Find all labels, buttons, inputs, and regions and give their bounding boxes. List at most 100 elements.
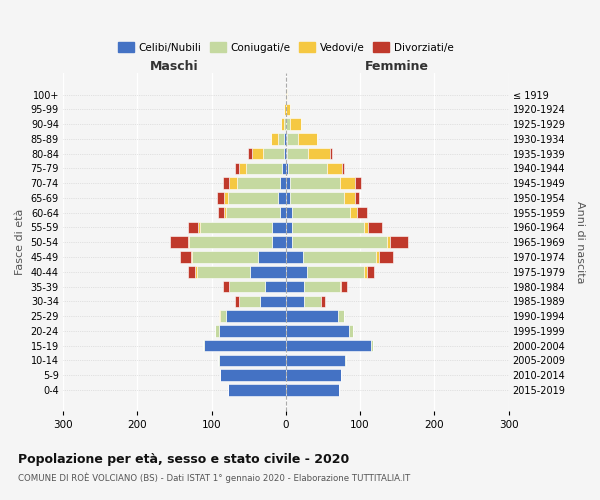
Bar [286,296,304,307]
Bar [229,178,237,189]
Bar [345,354,346,366]
Bar [228,192,278,203]
Bar [237,178,280,189]
Bar [304,296,322,307]
Bar [349,325,353,336]
Bar [368,222,382,233]
Bar [286,192,290,203]
Bar [224,207,226,218]
Bar [286,148,287,160]
Bar [219,310,220,322]
Bar [292,207,350,218]
Bar [286,370,341,381]
Bar [229,281,265,292]
Bar [355,192,359,203]
Bar [286,133,287,144]
Bar [226,207,280,218]
Bar [286,251,303,263]
Bar [226,310,286,322]
Bar [286,266,307,278]
Bar [286,162,288,174]
Bar [282,162,286,174]
Bar [239,296,260,307]
Bar [287,133,298,144]
Bar [223,178,229,189]
Bar [298,133,317,144]
Bar [286,222,292,233]
Bar [220,310,226,322]
Bar [338,310,344,322]
Bar [272,236,286,248]
Bar [188,266,195,278]
Bar [286,340,371,351]
Bar [340,281,341,292]
Bar [308,148,331,160]
Bar [286,104,290,115]
Bar [281,118,284,130]
Bar [272,222,286,233]
Y-axis label: Anni di nascita: Anni di nascita [575,201,585,283]
Bar [278,133,284,144]
Bar [371,340,373,351]
Bar [250,266,286,278]
Bar [292,222,364,233]
Bar [367,266,374,278]
Bar [228,384,286,396]
Bar [286,236,292,248]
Bar [290,192,344,203]
Bar [192,251,257,263]
Bar [331,148,332,160]
Bar [265,281,286,292]
Bar [200,222,272,233]
Bar [189,236,272,248]
Bar [344,192,355,203]
Bar [219,325,286,336]
Bar [197,266,250,278]
Bar [286,207,292,218]
Bar [170,236,188,248]
Bar [257,251,286,263]
Bar [286,89,287,101]
Bar [278,192,286,203]
Bar [391,236,407,248]
Bar [251,148,263,160]
Bar [328,162,342,174]
Bar [340,178,355,189]
Bar [387,236,391,248]
Bar [286,118,290,130]
Bar [215,325,219,336]
Y-axis label: Fasce di età: Fasce di età [15,209,25,276]
Bar [220,370,286,381]
Bar [195,266,197,278]
Bar [248,148,251,160]
Bar [350,207,357,218]
Bar [286,281,304,292]
Bar [224,192,228,203]
Bar [357,207,367,218]
Bar [263,148,284,160]
Bar [286,384,339,396]
Bar [284,104,286,115]
Bar [341,281,347,292]
Bar [342,162,344,174]
Bar [286,325,349,336]
Bar [223,281,229,292]
Bar [355,178,361,189]
Bar [219,354,286,366]
Bar [271,133,278,144]
Bar [239,162,247,174]
Bar [198,222,200,233]
Text: Popolazione per età, sesso e stato civile - 2020: Popolazione per età, sesso e stato civil… [18,452,349,466]
Bar [286,178,290,189]
Bar [364,222,368,233]
Text: COMUNE DI ROÈ VOLCIANO (BS) - Dati ISTAT 1° gennaio 2020 - Elaborazione TUTTITAL: COMUNE DI ROÈ VOLCIANO (BS) - Dati ISTAT… [18,472,410,483]
Bar [304,281,340,292]
Bar [290,118,301,130]
Bar [288,162,328,174]
Bar [203,340,204,351]
Bar [204,340,286,351]
Legend: Celibi/Nubili, Coniugati/e, Vedovi/e, Divorziati/e: Celibi/Nubili, Coniugati/e, Vedovi/e, Di… [114,38,458,57]
Text: Maschi: Maschi [150,60,199,73]
Bar [191,251,192,263]
Bar [376,251,379,263]
